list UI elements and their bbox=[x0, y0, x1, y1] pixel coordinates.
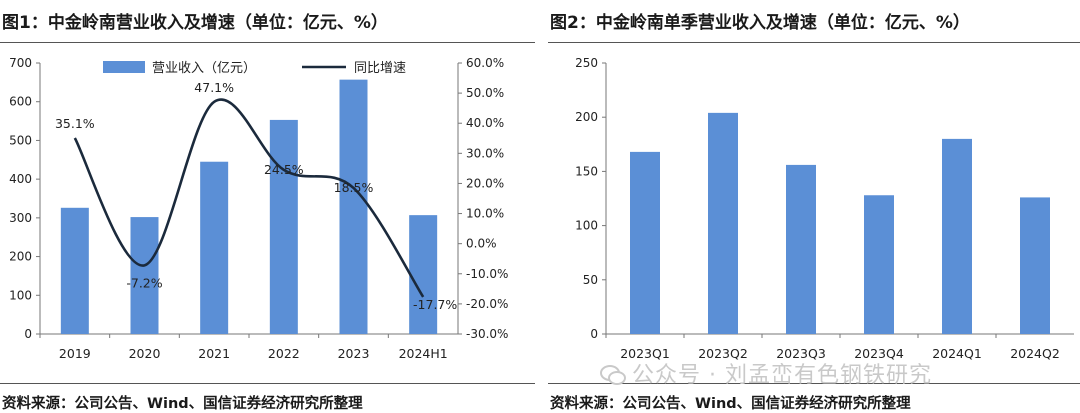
left-tick-label: 200 bbox=[9, 250, 32, 264]
x-tick-label: 2019 bbox=[59, 346, 91, 361]
left-tick-label: 100 bbox=[575, 219, 598, 233]
revenue-annual-panel: 图1：中金岭南营业收入及增速（单位：亿元、%） 0 100 200 300 400 500… bbox=[0, 0, 535, 412]
legend-line-label: 同比增速 bbox=[354, 61, 406, 76]
left-tick-label: 100 bbox=[9, 288, 32, 302]
left-tick-label: 300 bbox=[9, 211, 32, 225]
revenue-bar bbox=[339, 79, 368, 334]
growth-data-label: 47.1% bbox=[194, 80, 234, 95]
legend-bar-swatch bbox=[103, 61, 145, 73]
x-tick-label: 2024H1 bbox=[399, 346, 448, 361]
left-tick-label: 150 bbox=[575, 164, 598, 178]
watermark: 公众号 · 刘孟峦有色钢铁研究 bbox=[600, 357, 932, 389]
right-tick-label: 60.0% bbox=[466, 56, 504, 70]
left-tick-label: 250 bbox=[575, 56, 598, 70]
figure-1-title: 图1：中金岭南营业收入及增速（单位：亿元、%） bbox=[2, 13, 388, 33]
quarterly-revenue-chart: 0 50 100 150 200 250 2023Q1 2023Q2 2023Q3 2023Q4 2… bbox=[575, 56, 1074, 361]
legend-bar-label: 营业收入（亿元） bbox=[152, 61, 256, 76]
title-rule bbox=[0, 42, 535, 43]
source-note: 资料来源：公司公告、Wind、国信证券经济研究所整理 bbox=[550, 396, 911, 412]
right-tick-label: 0.0% bbox=[466, 237, 497, 251]
wechat-icon bbox=[600, 365, 626, 385]
x-tick-label: 2024Q1 bbox=[932, 346, 982, 361]
left-tick-label: 600 bbox=[9, 95, 32, 109]
revenue-bar bbox=[130, 217, 159, 334]
x-tick-label: 2023 bbox=[338, 346, 370, 361]
quarterly-revenue-bar bbox=[1020, 197, 1050, 334]
revenue-bar bbox=[60, 207, 89, 334]
left-tick-label: 500 bbox=[9, 133, 32, 147]
x-tick-label: 2023Q4 bbox=[854, 346, 904, 361]
growth-line bbox=[73, 98, 425, 298]
growth-data-label: 24.5% bbox=[264, 162, 304, 177]
revenue-bar bbox=[409, 215, 438, 334]
right-tick-label: 10.0% bbox=[466, 207, 504, 221]
right-tick-label: -20.0% bbox=[466, 297, 508, 311]
revenue-quarterly-panel: 图2：中金岭南单季营业收入及增速（单位：亿元、%） 0 50 100 150 200 25… bbox=[548, 0, 1080, 412]
growth-data-label: -17.7% bbox=[413, 297, 457, 312]
x-tick-label: 2023Q3 bbox=[776, 346, 826, 361]
source-rule bbox=[548, 383, 1080, 384]
watermark-text: 公众号 · 刘孟峦有色钢铁研究 bbox=[632, 363, 932, 388]
left-tick-label: 700 bbox=[9, 56, 32, 70]
left-tick-label: 0 bbox=[24, 327, 32, 341]
x-tick-label: 2022 bbox=[268, 346, 300, 361]
x-tick-label: 2023Q1 bbox=[620, 346, 670, 361]
right-tick-label: -10.0% bbox=[466, 267, 508, 281]
right-tick-label: -30.0% bbox=[466, 327, 508, 341]
right-tick-label: 50.0% bbox=[466, 86, 504, 100]
right-tick-label: 30.0% bbox=[466, 146, 504, 160]
title-rule bbox=[548, 42, 1080, 43]
growth-data-label: 35.1% bbox=[55, 116, 95, 131]
left-tick-label: 50 bbox=[583, 273, 598, 287]
left-tick-label: 0 bbox=[590, 327, 598, 341]
growth-data-label: 18.5% bbox=[334, 180, 374, 195]
quarterly-revenue-bar bbox=[786, 164, 816, 334]
x-tick-label: 2023Q2 bbox=[698, 346, 748, 361]
quarterly-revenue-bar bbox=[864, 195, 894, 334]
growth-data-label: -7.2% bbox=[126, 275, 162, 290]
right-tick-label: 20.0% bbox=[466, 176, 504, 190]
x-tick-label: 2021 bbox=[198, 346, 230, 361]
x-tick-label: 2024Q2 bbox=[1010, 346, 1060, 361]
quarterly-revenue-bar bbox=[708, 112, 738, 334]
revenue-bar bbox=[269, 119, 298, 334]
x-tick-label: 2020 bbox=[129, 346, 161, 361]
quarterly-revenue-bar bbox=[630, 151, 660, 334]
source-note: 资料来源：公司公告、Wind、国信证券经济研究所整理 bbox=[2, 396, 363, 412]
left-tick-label: 400 bbox=[9, 172, 32, 186]
quarterly-revenue-bar bbox=[942, 138, 972, 334]
source-rule bbox=[0, 383, 535, 384]
right-tick-label: 40.0% bbox=[466, 116, 504, 130]
annual-revenue-chart: 0 100 200 300 400 500 600 700 -30.0% -20.0% -10.0%… bbox=[9, 56, 508, 361]
revenue-bar bbox=[200, 161, 229, 334]
figure-2-title: 图2：中金岭南单季营业收入及增速（单位：亿元、%） bbox=[550, 13, 970, 33]
left-tick-label: 200 bbox=[575, 110, 598, 124]
